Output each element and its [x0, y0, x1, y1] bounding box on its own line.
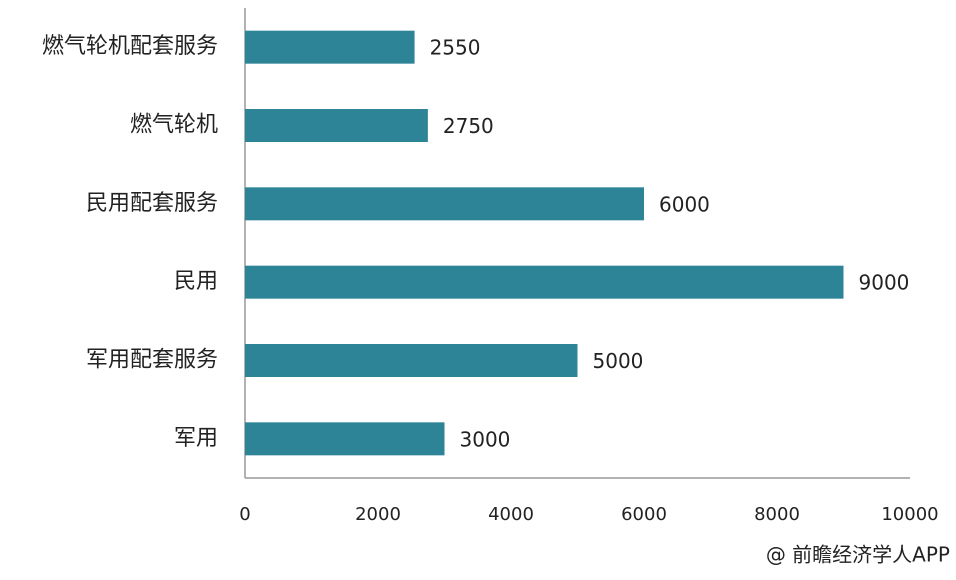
- y-tick-label: 燃气轮机配套服务: [42, 34, 218, 59]
- value-label: 5000: [593, 349, 644, 373]
- bar: [245, 109, 428, 142]
- bar: [245, 187, 644, 221]
- y-tick-label: 燃气轮机: [130, 113, 218, 138]
- x-tick-label: 0: [239, 504, 250, 525]
- bar: [245, 30, 415, 64]
- y-tick-label: 民用: [174, 269, 218, 294]
- bar: [245, 422, 445, 456]
- value-label: 6000: [659, 192, 710, 216]
- value-label: 2750: [443, 114, 494, 138]
- y-tick-label: 民用配套服务: [86, 191, 218, 216]
- value-label: 3000: [460, 427, 511, 451]
- source-note: @ 前瞻经济学人APP: [766, 543, 950, 567]
- x-tick-label: 8000: [754, 504, 800, 525]
- x-tick-label: 6000: [621, 504, 667, 525]
- x-tick-label: 10000: [881, 504, 938, 525]
- value-label: 2550: [430, 36, 481, 60]
- x-tick-label: 4000: [488, 504, 534, 525]
- value-label: 9000: [859, 271, 910, 295]
- x-tick-label: 2000: [355, 504, 401, 525]
- bar: [245, 344, 578, 377]
- y-tick-label: 军用配套服务: [86, 348, 218, 373]
- bar: [245, 265, 844, 299]
- y-tick-label: 军用: [174, 426, 218, 451]
